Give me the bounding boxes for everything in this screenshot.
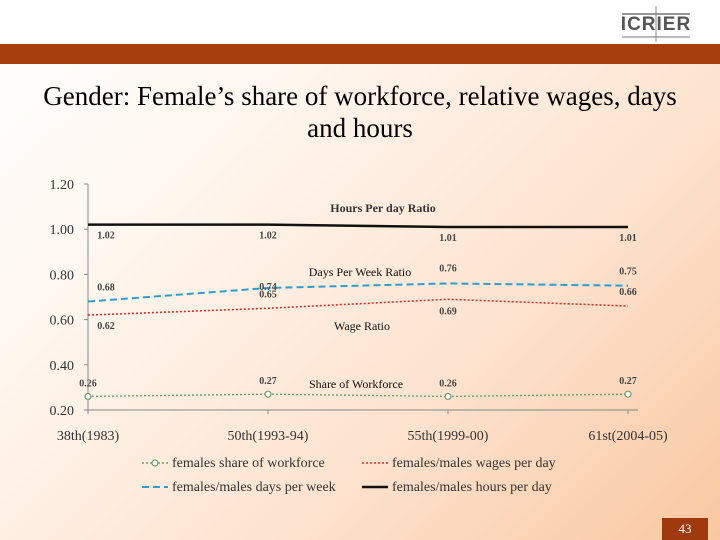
data-label-days: 0.75: [619, 267, 637, 278]
series-line-hours: [88, 223, 628, 229]
data-label-wages: 0.69: [439, 306, 457, 317]
data-label-wages: 0.62: [97, 321, 115, 332]
legend-marker-share: [151, 459, 159, 467]
y-tick-label: 0.20: [50, 404, 75, 419]
data-label-share: 0.26: [79, 378, 97, 389]
series-line-share: [87, 393, 629, 398]
top-bar: [0, 0, 720, 46]
data-label-hours: 1.01: [439, 233, 457, 244]
data-label-wages: 0.66: [619, 287, 637, 298]
series-line-wages: [87, 298, 629, 316]
page-number: 43: [662, 518, 708, 540]
legend-label-wages: females/males wages per day: [392, 456, 556, 471]
y-tick-label: 0.60: [50, 314, 75, 329]
chart-series: [84, 223, 632, 401]
annotation-share: Share of Workforce: [309, 377, 403, 391]
series-point-share: [264, 390, 272, 398]
chart-axes: 0.20 0.40 0.60 0.80 1.00 1.20 38th(1983) 50th(1…: [50, 178, 668, 444]
logo-graphic: [622, 6, 690, 42]
x-tick-label: 55th(1999-00): [408, 429, 489, 444]
data-label-hours: 1.02: [97, 231, 115, 242]
data-label-share: 0.27: [259, 376, 277, 387]
data-label-share: 0.26: [439, 378, 457, 389]
data-label-days: 0.76: [439, 263, 457, 274]
icrier-logo: ICRIER: [616, 4, 696, 44]
y-tick-label: 1.00: [50, 223, 75, 238]
legend-label-hours: females/males hours per day: [392, 480, 552, 495]
annotation-days: Days Per Week Ratio: [309, 265, 411, 279]
annotation-hours: Hours Per day Ratio: [330, 201, 435, 215]
data-label-wages: 0.65: [259, 289, 277, 300]
y-tick-label: 0.80: [50, 268, 75, 283]
legend-label-days: females/males days per week: [172, 480, 336, 495]
annotation-wages: Wage Ratio: [334, 319, 390, 333]
x-tick-label: 50th(1993-94): [228, 429, 309, 444]
series-point-share: [624, 390, 632, 398]
series-point-share: [84, 392, 92, 401]
legend-label-share: females share of workforce: [172, 456, 325, 471]
data-label-days: 0.74: [259, 282, 277, 293]
data-label-days: 0.68: [97, 283, 115, 294]
x-tick-label: 38th(1983): [57, 429, 120, 444]
slide-title: Gender: Female’s share of workforce, rel…: [43, 81, 677, 143]
series-point-share: [444, 392, 452, 401]
series-line-days: [87, 282, 629, 303]
chart-legend: females share of workforce females/males …: [142, 456, 556, 495]
x-tick-label: 61st(2004-05): [588, 429, 668, 444]
header-band: [0, 44, 720, 64]
data-label-hours: 1.02: [259, 231, 277, 242]
y-tick-label: 0.40: [50, 359, 75, 374]
data-label-share: 0.27: [619, 376, 637, 387]
y-tick-label: 1.20: [50, 178, 75, 193]
logo-text: ICRIER: [620, 14, 692, 35]
chart-labels: 0.26 0.27 0.26 0.27 Share of Workforce 0.62 0.…: [79, 201, 637, 391]
data-label-hours: 1.01: [619, 233, 637, 244]
